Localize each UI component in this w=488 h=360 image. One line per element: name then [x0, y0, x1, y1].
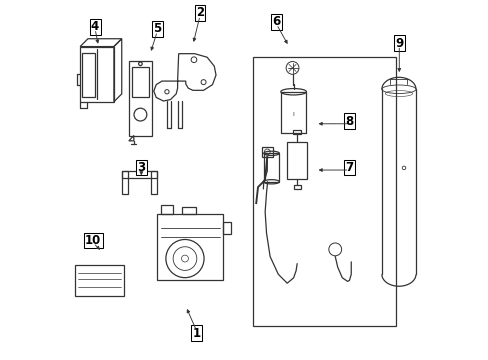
Text: 10: 10: [85, 234, 101, 247]
Text: 3: 3: [137, 161, 145, 174]
Text: 1: 1: [192, 327, 200, 339]
Text: 2: 2: [196, 6, 203, 19]
Text: 8: 8: [345, 115, 353, 128]
Text: I: I: [292, 112, 294, 117]
Text: 9: 9: [394, 36, 403, 50]
Text: 7: 7: [345, 161, 353, 174]
Text: 5: 5: [153, 22, 161, 35]
Text: 6: 6: [272, 15, 280, 28]
Text: 4: 4: [91, 21, 99, 33]
